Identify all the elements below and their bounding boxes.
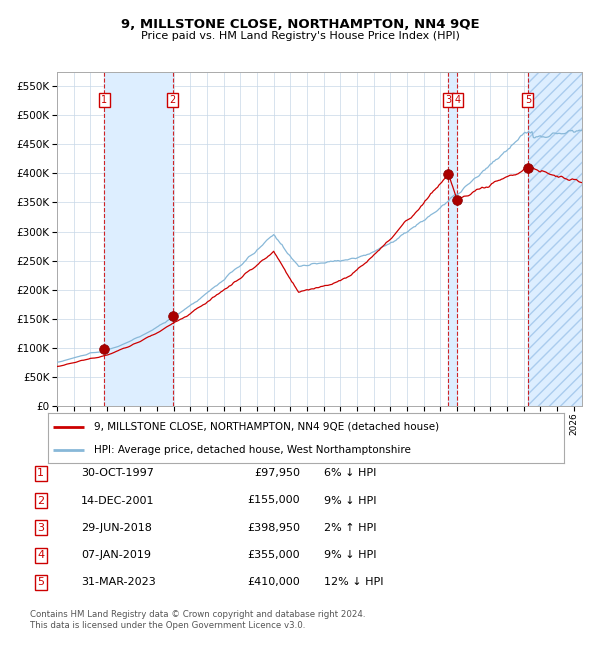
Bar <box>448 72 457 406</box>
Text: 30-OCT-1997: 30-OCT-1997 <box>81 468 154 478</box>
Text: 9% ↓ HPI: 9% ↓ HPI <box>324 550 377 560</box>
Text: This data is licensed under the Open Government Licence v3.0.: This data is licensed under the Open Gov… <box>30 621 305 630</box>
Text: 2: 2 <box>170 95 176 105</box>
Text: £155,000: £155,000 <box>247 495 300 506</box>
Text: 1: 1 <box>101 95 107 105</box>
Text: 5: 5 <box>37 577 44 588</box>
Text: 6% ↓ HPI: 6% ↓ HPI <box>324 468 376 478</box>
Text: 2% ↑ HPI: 2% ↑ HPI <box>324 523 377 533</box>
Text: 9, MILLSTONE CLOSE, NORTHAMPTON, NN4 9QE: 9, MILLSTONE CLOSE, NORTHAMPTON, NN4 9QE <box>121 18 479 31</box>
Text: 14-DEC-2001: 14-DEC-2001 <box>81 495 155 506</box>
Text: 3: 3 <box>445 95 452 105</box>
Text: Price paid vs. HM Land Registry's House Price Index (HPI): Price paid vs. HM Land Registry's House … <box>140 31 460 41</box>
Bar <box>104 72 173 406</box>
Text: 5: 5 <box>525 95 531 105</box>
Text: 9, MILLSTONE CLOSE, NORTHAMPTON, NN4 9QE (detached house): 9, MILLSTONE CLOSE, NORTHAMPTON, NN4 9QE… <box>94 422 440 432</box>
Text: £355,000: £355,000 <box>247 550 300 560</box>
Text: HPI: Average price, detached house, West Northamptonshire: HPI: Average price, detached house, West… <box>94 445 412 455</box>
Text: £398,950: £398,950 <box>247 523 300 533</box>
Text: 4: 4 <box>37 550 44 560</box>
Text: 4: 4 <box>454 95 460 105</box>
Bar <box>528 72 582 406</box>
Text: Contains HM Land Registry data © Crown copyright and database right 2024.: Contains HM Land Registry data © Crown c… <box>30 610 365 619</box>
Bar <box>528 72 582 406</box>
Text: 07-JAN-2019: 07-JAN-2019 <box>81 550 151 560</box>
Text: £410,000: £410,000 <box>247 577 300 588</box>
Text: 2: 2 <box>37 495 44 506</box>
Text: 3: 3 <box>37 523 44 533</box>
Text: £97,950: £97,950 <box>254 468 300 478</box>
Text: 1: 1 <box>37 468 44 478</box>
Text: 29-JUN-2018: 29-JUN-2018 <box>81 523 152 533</box>
Text: 31-MAR-2023: 31-MAR-2023 <box>81 577 156 588</box>
Text: 9% ↓ HPI: 9% ↓ HPI <box>324 495 377 506</box>
Text: 12% ↓ HPI: 12% ↓ HPI <box>324 577 383 588</box>
